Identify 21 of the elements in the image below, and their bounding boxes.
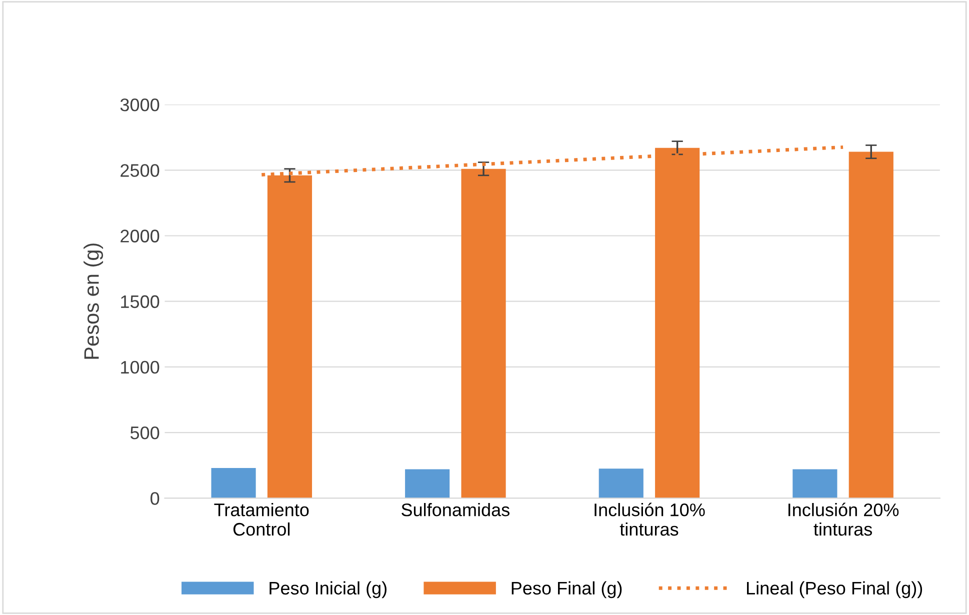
x-tick-label: Inclusión 20% tinturas: [788, 502, 899, 536]
y-tick-label: 3000: [120, 98, 160, 112]
y-tick-label: 2000: [120, 230, 160, 242]
x-tick-label: Inclusión 10% tinturas: [594, 502, 705, 536]
legend-label: Peso Inicial (g): [270, 581, 386, 598]
legend-label: Lineal (Peso Final (g)): [747, 581, 922, 598]
y-tick-label: 2500: [120, 164, 160, 177]
y-tick-label: 500: [130, 426, 160, 440]
y-axis-title: Pesos en (g): [84, 244, 104, 359]
x-tick-label: Tratamiento Control: [214, 503, 309, 536]
bar: [405, 469, 450, 498]
bar: [461, 168, 506, 498]
legend-label: Peso Final (g): [512, 581, 622, 598]
bar: [211, 468, 256, 498]
y-tick-label: 0: [150, 492, 160, 505]
bar: [848, 152, 894, 498]
y-tick-label: 1000: [121, 360, 160, 374]
y-tick-label: 1500: [121, 295, 160, 308]
x-tick-label: Sulfonamidas: [402, 503, 510, 516]
bar: [792, 469, 838, 498]
bar: [598, 468, 644, 498]
